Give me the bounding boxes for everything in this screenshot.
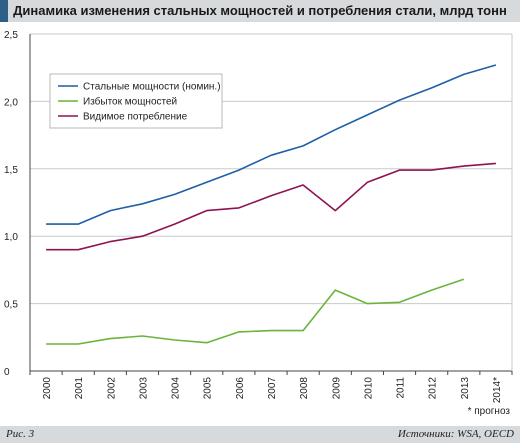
title-accent <box>0 0 8 22</box>
x-tick-label: 2000 <box>42 377 53 400</box>
y-tick-labels: 0 0,5 1,0 1,5 2,0 2,5 <box>4 30 18 378</box>
x-tick-label: 2011 <box>396 377 407 399</box>
x-tick-label: 2010 <box>363 377 374 400</box>
x-tick-label: 2003 <box>138 377 149 400</box>
x-tick-label: 2006 <box>235 377 246 400</box>
forecast-note: * прогноз <box>468 406 511 417</box>
series-lines <box>46 64 497 345</box>
x-tick-label: 2001 <box>74 377 85 400</box>
legend-label: Видимое потребление <box>83 111 188 123</box>
y-tick-label: 2,0 <box>4 97 18 108</box>
figure-label: Рис. 3 <box>6 428 35 440</box>
x-tick-label: 2013 <box>460 377 471 400</box>
title-bar <box>0 0 520 22</box>
chart-title: Динамика изменения стальных мощностей и … <box>13 3 507 18</box>
sources-label: Источники: WSA, OECD <box>397 428 514 440</box>
x-tick-label: 2007 <box>267 377 278 400</box>
y-tick-label: 2,5 <box>4 30 18 41</box>
y-tick-label: 1,0 <box>4 232 18 243</box>
legend: Стальные мощности (номин.) Избыток мощнос… <box>49 73 223 129</box>
line-chart: 00,51,01,52,02,5 2000 2001 2002 2003 2004 200… <box>4 30 513 417</box>
legend-label: Избыток мощностей <box>83 96 177 108</box>
y-tick-label: 0,5 <box>4 300 18 311</box>
axes <box>29 34 513 375</box>
x-tick-label: 2012 <box>428 377 439 400</box>
y-tick-label: 1,5 <box>4 165 18 176</box>
x-tick-label: 2008 <box>299 377 310 400</box>
legend-label: Стальные мощности (номин.) <box>83 82 221 93</box>
x-tick-label: 2009 <box>331 377 342 400</box>
x-tick-labels: 2000 2001 2002 2003 2004 2005 2006 2007 2008 2009… <box>42 377 503 404</box>
series-line <box>46 162 496 251</box>
legend-box <box>49 73 223 129</box>
footer-bar <box>0 426 520 443</box>
series-line <box>46 64 497 225</box>
x-tick-label: 2014* <box>492 377 503 403</box>
x-tick-label: 2002 <box>106 377 117 400</box>
x-tick-label: 2004 <box>171 377 182 400</box>
series-line <box>46 278 465 345</box>
y-tick-label: 0 <box>4 367 10 378</box>
x-tick-label: 2005 <box>203 377 214 400</box>
